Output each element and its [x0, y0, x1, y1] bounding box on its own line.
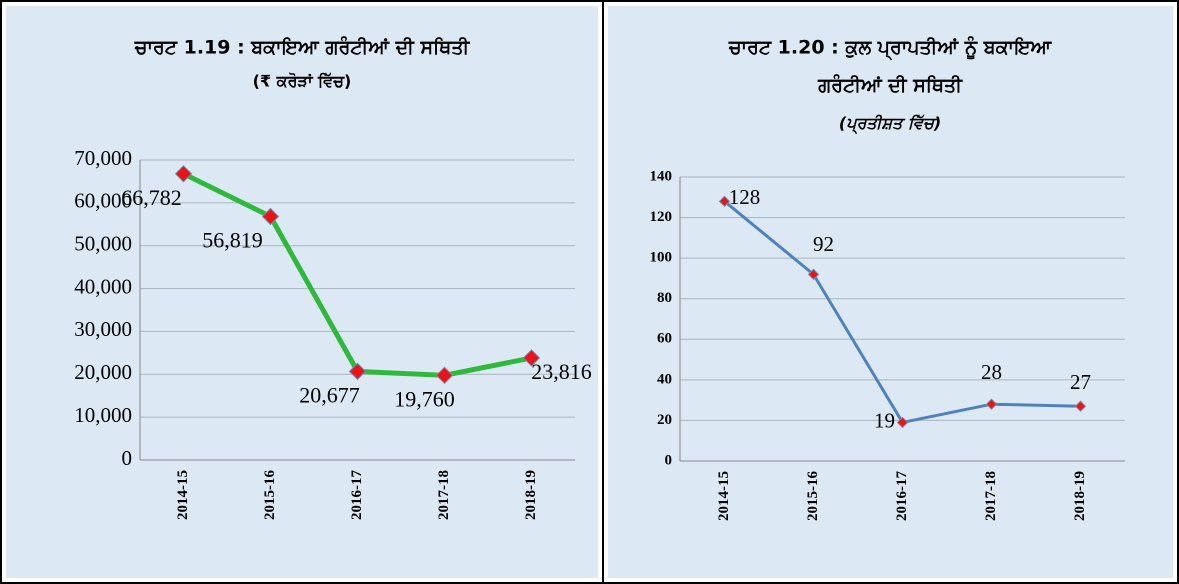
y-tick-label: 40,000: [74, 274, 132, 298]
y-tick-label: 140: [650, 168, 673, 184]
x-tick-label: 2015-16: [262, 470, 278, 520]
y-tick-label: 80: [657, 290, 672, 306]
chart-subtitle: (ਪ੍ਰਤੀਸ਼ਤ ਵਿੱਚ): [839, 114, 941, 136]
data-label: 128: [729, 185, 761, 209]
panel: [608, 6, 1173, 578]
y-tick-label: 60,000: [74, 189, 132, 213]
y-tick-label: 0: [122, 446, 133, 470]
marker: [718, 195, 731, 208]
marker: [985, 398, 998, 410]
x-tick-label: 2015-16: [805, 471, 821, 521]
marker: [1074, 400, 1087, 412]
y-tick-label: 70,000: [74, 146, 132, 170]
marker: [807, 268, 820, 281]
y-tick-label: 100: [650, 250, 673, 266]
marker: [522, 349, 541, 367]
marker: [896, 416, 909, 429]
y-tick-label: 60: [657, 331, 672, 347]
y-tick-label: 10,000: [74, 403, 132, 427]
panel: [6, 6, 598, 578]
x-tick-label: 2018-19: [523, 470, 539, 520]
x-tick-label: 2018-19: [1072, 471, 1088, 521]
y-tick-label: 20: [657, 412, 672, 428]
chart-title: ਗਰੰਟੀਆਂ ਦੀ ਸਥਿਤੀ: [817, 74, 963, 97]
data-label: 19,760: [394, 386, 455, 411]
data-label: 28: [981, 360, 1002, 384]
chart-title: ਚਾਰਟ 1.19 : ਬਕਾਇਆ ਗਰੰਟੀਆਂ ਦੀ ਸਥਿਤੀ: [134, 36, 471, 59]
data-label: 27: [1070, 370, 1091, 394]
y-tick-label: 30,000: [74, 317, 132, 341]
data-label: 66,782: [121, 185, 182, 210]
y-tick-label: 20,000: [74, 360, 132, 384]
data-label: 92: [813, 232, 834, 256]
data-label: 19: [874, 408, 895, 432]
y-tick-label: 50,000: [74, 232, 132, 256]
x-tick-label: 2017-18: [983, 471, 999, 521]
marker: [174, 165, 193, 183]
data-label: 56,819: [202, 228, 263, 253]
marker: [435, 366, 454, 385]
marker: [348, 362, 367, 381]
x-tick-label: 2017-18: [436, 470, 452, 520]
y-tick-label: 120: [650, 209, 673, 225]
data-label: 23,816: [531, 359, 592, 384]
x-tick-label: 2016-17: [349, 470, 365, 520]
x-tick-label: 2014-15: [175, 470, 191, 520]
x-tick-label: 2016-17: [894, 471, 910, 521]
x-tick-label: 2014-15: [716, 471, 732, 521]
chart-title: ਚਾਰਟ 1.20 : ਕੁਲ ਪ੍ਰਾਪਤੀਆਂ ਨੂੰ ਬਕਾਇਆ: [728, 36, 1053, 61]
marker: [261, 207, 280, 226]
y-tick-label: 0: [665, 452, 673, 468]
chart-subtitle: (₹ ਕਰੋੜਾਂ ਵਿੱਚ): [253, 72, 352, 91]
y-tick-label: 40: [657, 371, 672, 387]
data-label: 20,677: [299, 382, 360, 407]
